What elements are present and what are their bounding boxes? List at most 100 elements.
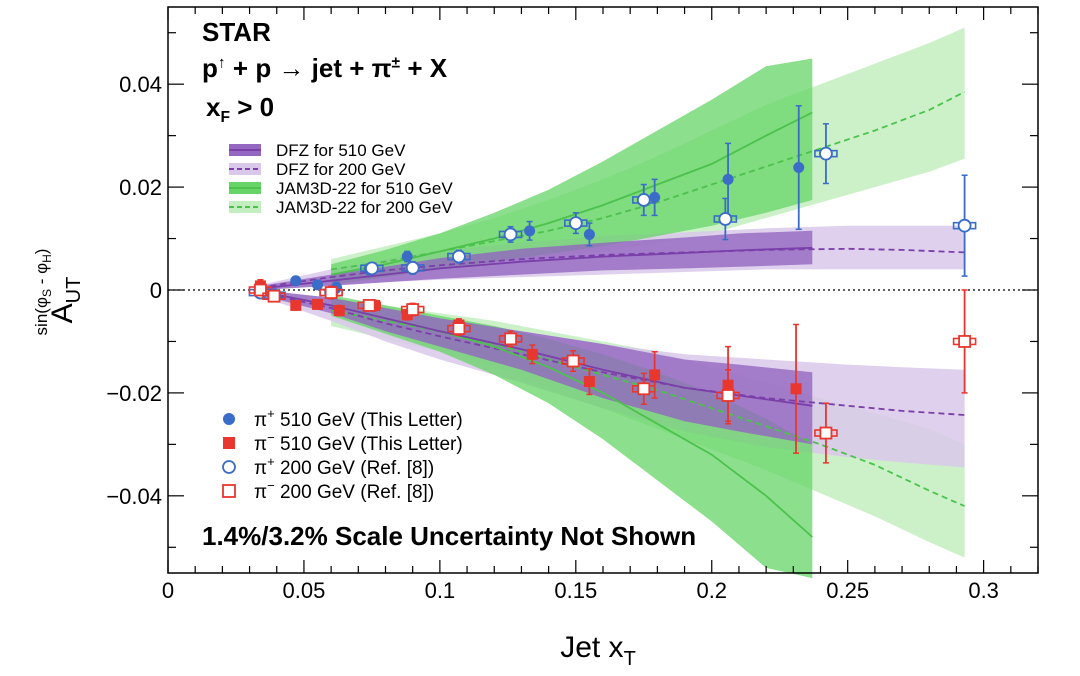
svg-text:sin(φS - φH): sin(φS - φH) [32,249,54,336]
legend-marker [222,484,236,498]
y-tick-label: −0.04 [106,484,162,509]
marker-square-filled [526,348,538,360]
data-point [564,212,588,235]
xf-cut-label: xF > 0 [206,92,275,127]
legend-data-entry: π+ 510 GeV (This Letter) [223,406,463,431]
marker-circle-open [819,146,833,161]
marker-circle-open [568,216,583,231]
x-tick-label: 0.05 [283,578,326,603]
marker-circle-filled [290,275,302,287]
marker-circle-filled [401,251,413,263]
data-point [631,372,656,405]
data-point [716,369,740,422]
model-curve [260,246,813,290]
marker-square-open [819,426,833,440]
marker-circle-filled [793,162,805,174]
data-point [447,249,471,264]
legend-data-label: π− 510 GeV (This Letter) [254,430,463,455]
data-points [248,105,977,464]
legend-model-entry: JAM3D-22 for 510 GeV [229,179,453,198]
legend-model-entry: DFZ for 200 GeV [229,160,406,179]
legend-data-entry: π− 200 GeV (Ref. [8]) [222,478,434,503]
experiment-title: STAR [202,17,271,47]
legend-model-entry: JAM3D-22 for 200 GeV [229,198,453,217]
legend-data-entry: π+ 200 GeV (Ref. [8]) [222,454,434,479]
data-point [357,299,381,312]
legend-marker [223,437,235,449]
data-point [360,261,384,276]
marker-square-filled [312,298,324,310]
marker-square-open [504,332,517,346]
data-point [631,183,656,217]
marker-square-open [362,299,376,312]
marker-square-filled [649,369,661,381]
legend-model-label: JAM3D-22 for 510 GeV [276,179,453,198]
legend-data: π+ 510 GeV (This Letter)π− 510 GeV (This… [222,406,463,503]
marker-circle-filled [722,173,734,185]
data-point [952,174,977,277]
data-point [312,298,324,310]
scale-uncertainty-note: 1.4%/3.2% Scale Uncertainty Not Shown [202,521,697,551]
marker-circle-open [957,218,972,233]
y-tick-labels: 0.04 0.02 0 −0.02 −0.04 [106,72,162,509]
marker-square-open [452,322,466,335]
y-tick-label: 0 [150,278,162,303]
marker-circle-open [718,212,733,226]
data-point [814,123,838,185]
x-tick-label: 0.1 [425,578,456,603]
x-tick-labels: 0 0.05 0.1 0.15 0.2 0.25 0.3 [162,578,999,603]
y-tick-label: 0.04 [119,72,162,97]
marker-circle-filled [312,279,324,291]
data-point [401,250,413,263]
marker-square-filled [290,299,302,311]
data-point [262,289,286,303]
data-point [583,222,595,247]
data-point [524,220,536,241]
data-point [713,197,738,241]
marker-circle-filled [583,228,595,240]
marker-square-open [958,335,971,348]
marker-square-open [637,382,651,396]
marker-square-open [267,289,281,303]
data-point [952,289,977,394]
y-tick-label: −0.02 [106,381,162,406]
data-point [561,349,585,373]
marker-circle-open [636,193,651,207]
data-point [312,279,324,291]
legend-marker [222,460,236,474]
marker-square-open [254,283,267,297]
data-point [400,260,425,275]
model-band [331,58,813,285]
data-point [290,275,302,287]
axis-ticks [167,7,1039,573]
marker-circle-open [452,249,466,264]
x-tick-label: 0 [162,578,174,603]
x-axis-label: Jet xT [560,631,636,670]
data-point [447,321,471,337]
marker-circle-open [365,261,379,276]
data-point [793,105,805,231]
legend-data-label: π+ 200 GeV (Ref. [8]) [254,454,434,479]
legend-data-label: π− 200 GeV (Ref. [8]) [254,478,434,503]
marker-square-filled [583,376,595,388]
legend-model-label: JAM3D-22 for 200 GeV [276,198,453,217]
data-point [400,302,425,317]
y-tick-label: 0.02 [119,175,162,200]
marker-square-open [406,303,420,316]
marker-square-open [721,389,735,402]
x-tick-label: 0.2 [696,578,727,603]
legend-model-entry: DFZ for 510 GeV [229,141,406,160]
marker-circle-open [405,260,420,275]
marker-circle-filled [524,225,536,237]
x-tick-label: 0.3 [968,578,999,603]
marker-square-filled [333,305,345,317]
legend-data-entry: π− 510 GeV (This Letter) [223,430,463,455]
model-band [260,290,813,445]
model-curve [260,247,965,289]
reaction-label: p↑ + p → jet + π± + X [202,53,448,83]
model-curve [260,291,965,416]
data-point [790,323,802,454]
y-axis-label: AUT sin(φS - φH) [32,249,85,336]
